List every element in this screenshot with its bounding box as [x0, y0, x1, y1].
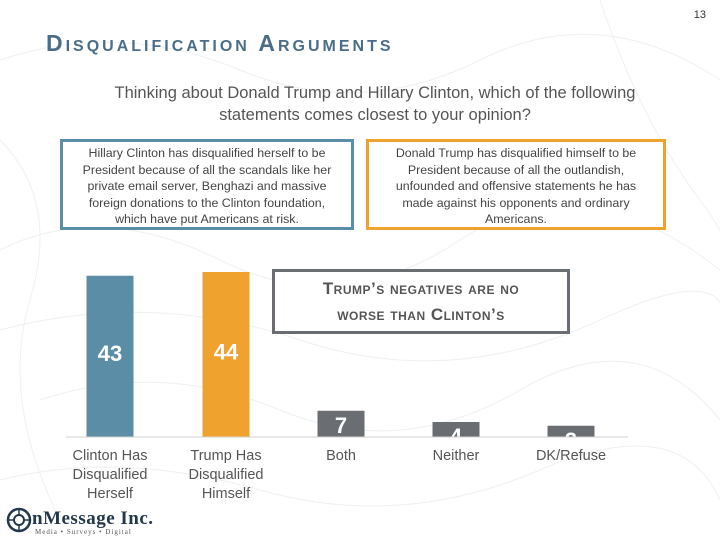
bar-4	[432, 422, 480, 437]
bar-5	[547, 425, 595, 437]
page-title: Disqualification Arguments	[46, 30, 394, 56]
category-label-line: Trump Has	[190, 448, 262, 464]
logo-name: nMessage Inc.	[32, 508, 154, 529]
category-label-5: DK/Refuse	[516, 447, 626, 466]
trump-statement-box: Donald Trump has disqualified himself to…	[366, 139, 666, 230]
onmessage-logo-icon	[6, 507, 32, 533]
category-label-line: Himself	[201, 486, 251, 502]
slide-number: 13	[693, 9, 706, 21]
bar-value-label-1: 43	[98, 341, 122, 366]
category-label-line: Both	[326, 448, 356, 464]
category-label-line: Disqualified	[188, 467, 264, 483]
category-label-3: Both	[286, 447, 396, 466]
category-label-line: Neither	[432, 448, 480, 464]
category-label-line: Clinton Has	[72, 448, 148, 464]
bar-value-label-3: 7	[335, 413, 347, 438]
bar-3	[317, 410, 365, 437]
callout-line-2: worse than Clinton’s	[337, 305, 505, 324]
category-label-line: Disqualified	[72, 467, 148, 483]
clinton-statement-box: Hillary Clinton has disqualified herself…	[60, 139, 354, 230]
bar-2	[202, 272, 250, 437]
bar-value-label-2: 44	[214, 339, 239, 364]
survey-question: Thinking about Donald Trump and Hillary …	[114, 84, 636, 124]
category-label-line: DK/Refuse	[535, 448, 607, 464]
logo-tagline: Media • Surveys • Digital	[35, 528, 132, 536]
bar-1	[86, 275, 134, 437]
bar-value-label-5: 3	[565, 428, 577, 453]
callout-box: Trump’s negatives are no worse than Clin…	[272, 269, 570, 334]
callout-line-1: Trump’s negatives are no	[322, 279, 520, 298]
category-label-4: Neither	[401, 447, 511, 466]
category-label-line: Herself	[87, 486, 133, 502]
category-label-1: Clinton Has Disqualified Herself	[55, 447, 165, 504]
category-label-2: Trump Has Disqualified Himself	[171, 447, 281, 504]
